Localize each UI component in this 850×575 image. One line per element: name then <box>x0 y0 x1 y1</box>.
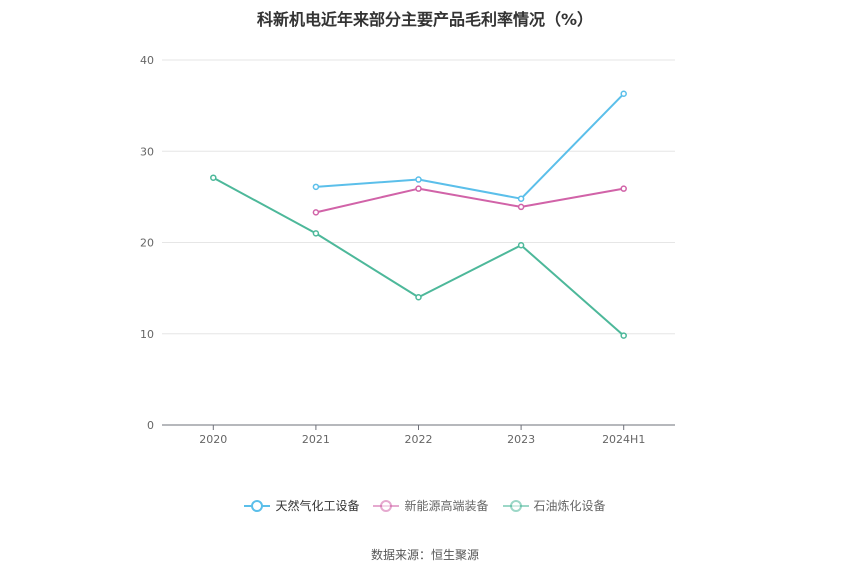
data-point <box>517 195 525 202</box>
legend-item[interactable]: 石油炼化设备 <box>502 497 606 514</box>
x-tick-label: 2023 <box>507 433 535 446</box>
legend-item[interactable]: 天然气化工设备 <box>244 497 359 514</box>
grid-lines <box>162 59 675 335</box>
data-point <box>620 185 627 192</box>
legend-label: 石油炼化设备 <box>533 499 606 513</box>
legend-marker-icon <box>244 499 271 512</box>
data-point <box>210 174 217 181</box>
data-point <box>517 241 525 249</box>
legend-marker-icon <box>502 499 529 512</box>
legend-item[interactable]: 新能源高端装备 <box>373 497 489 514</box>
x-tick-label: 2021 <box>302 433 330 446</box>
y-tick-label: 40 <box>140 54 154 67</box>
series-line-3 <box>212 176 625 337</box>
data-point <box>415 176 422 183</box>
data-point <box>312 183 320 191</box>
axes: 0 10 20 30 40 2020 2021 2022 2023 2024H1 <box>140 54 675 446</box>
source-note: 数据来源：恒生聚源 <box>370 548 479 562</box>
data-point <box>415 185 422 192</box>
legend: 天然气化工设备 新能源高端装备 石油炼化设备 <box>0 497 850 514</box>
y-tick-label: 0 <box>147 419 154 432</box>
chart-title: 科新机电近年来部分主要产品毛利率情况（%） <box>256 10 594 29</box>
y-tick-label: 20 <box>140 237 154 250</box>
series-line-1 <box>315 93 625 200</box>
data-point <box>312 230 320 237</box>
data-point <box>620 90 627 98</box>
y-tick-label: 30 <box>140 145 154 158</box>
series-lines <box>210 90 627 339</box>
x-tick-label: 2024H1 <box>602 433 645 446</box>
data-point <box>517 203 525 211</box>
legend-marker-icon <box>373 499 400 512</box>
x-tick-label: 2020 <box>199 433 227 446</box>
y-tick-label: 10 <box>140 328 154 341</box>
legend-label: 天然气化工设备 <box>275 499 360 513</box>
data-point <box>312 209 320 216</box>
series-line-2 <box>315 187 624 214</box>
x-tick-label: 2022 <box>405 433 433 446</box>
data-point <box>415 294 422 301</box>
legend-label: 新能源高端装备 <box>404 499 489 513</box>
data-point <box>620 332 627 339</box>
